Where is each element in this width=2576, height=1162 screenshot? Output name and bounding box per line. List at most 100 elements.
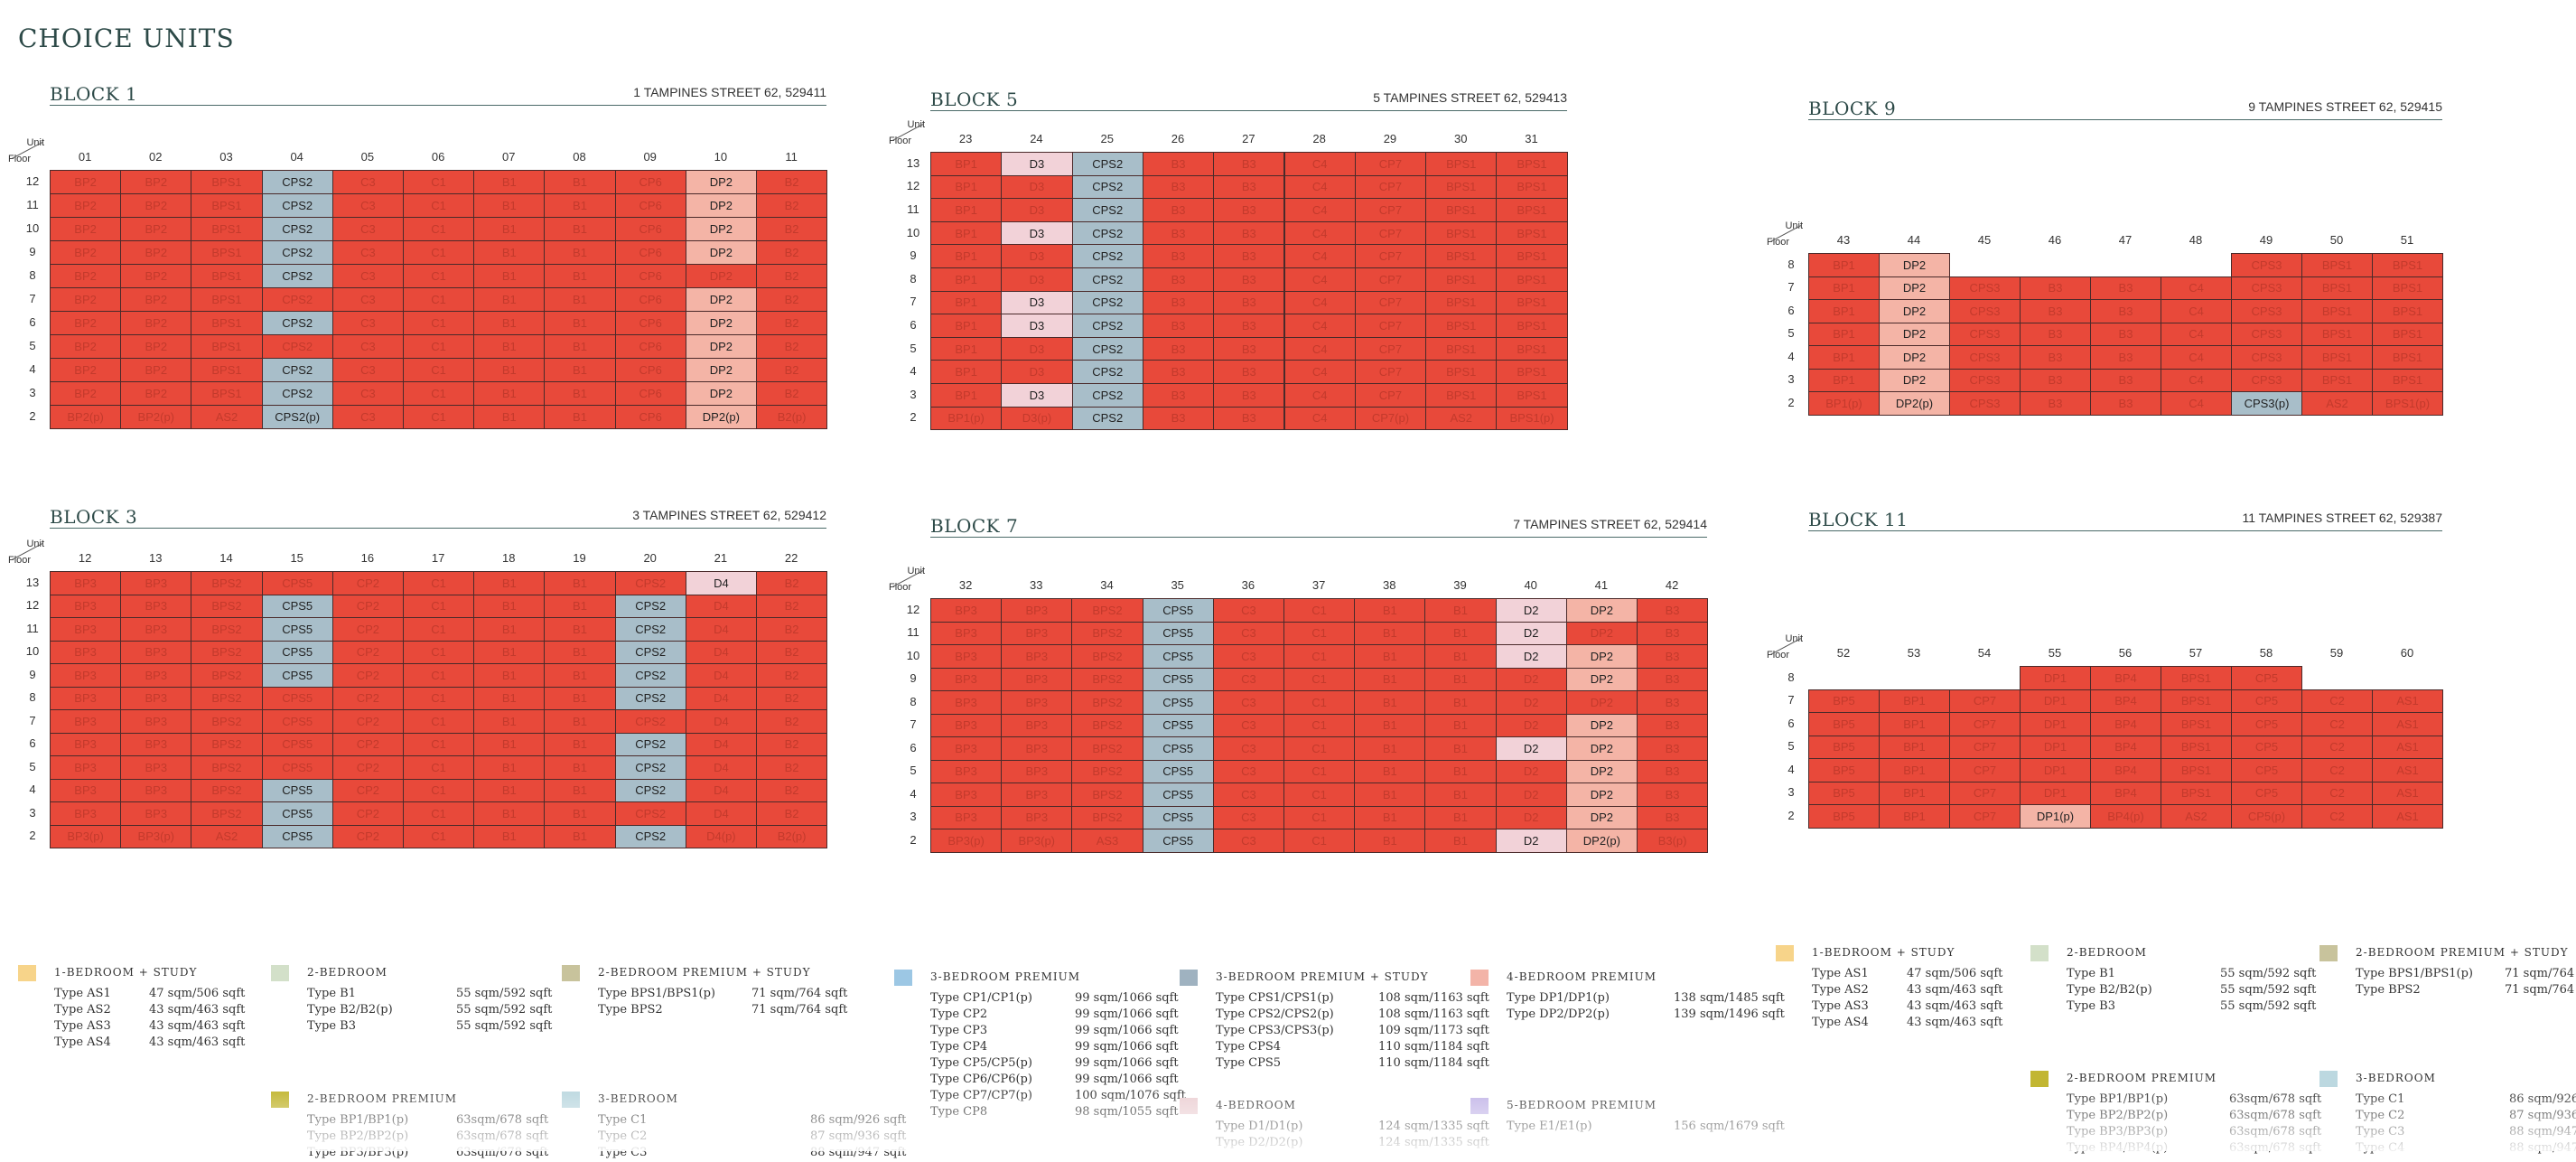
sold-unit-cell[interactable]: BP3 (120, 663, 192, 688)
sold-unit-cell[interactable]: BP4 (2090, 689, 2161, 713)
sold-unit-cell[interactable]: BPS2 (1071, 598, 1143, 623)
sold-unit-cell[interactable]: AS1 (2372, 758, 2443, 782)
available-unit-cell[interactable]: CPS5 (261, 824, 333, 848)
sold-unit-cell[interactable]: B2 (756, 640, 828, 664)
sold-unit-cell[interactable]: B2 (756, 709, 828, 734)
sold-unit-cell[interactable]: BPS1 (1425, 336, 1498, 361)
sold-unit-cell[interactable]: C2 (2301, 712, 2373, 736)
sold-unit-cell[interactable]: B1 (473, 824, 546, 848)
sold-unit-cell[interactable]: BP3 (930, 759, 1003, 783)
sold-unit-cell[interactable]: BP1 (1879, 781, 1950, 805)
sold-unit-cell[interactable]: B1 (544, 405, 616, 429)
sold-unit-cell[interactable]: B1 (1354, 621, 1426, 645)
sold-unit-cell[interactable]: CPS3 (1949, 391, 2021, 416)
available-unit-cell[interactable]: DP2 (1565, 644, 1638, 669)
sold-unit-cell[interactable]: C4 (1283, 244, 1356, 268)
sold-unit-cell[interactable]: BPS1 (2372, 276, 2443, 300)
available-unit-cell[interactable]: CPS5 (1142, 690, 1214, 715)
sold-unit-cell[interactable]: C4 (1283, 267, 1356, 292)
sold-unit-cell[interactable]: C1 (403, 640, 475, 664)
sold-unit-cell[interactable]: CP2 (331, 801, 404, 826)
sold-unit-cell[interactable]: C2 (2301, 758, 2373, 782)
sold-unit-cell[interactable]: BPS1 (2161, 758, 2232, 782)
available-unit-cell[interactable]: CPS2 (261, 358, 333, 382)
available-unit-cell[interactable]: CPS5 (1142, 805, 1214, 829)
sold-unit-cell[interactable]: B3 (1213, 174, 1285, 200)
sold-unit-cell[interactable]: BP3 (50, 755, 122, 780)
sold-unit-cell[interactable]: B1 (1424, 782, 1497, 807)
sold-unit-cell[interactable]: C4 (1283, 290, 1356, 315)
sold-unit-cell[interactable]: B3 (1142, 244, 1215, 268)
sold-unit-cell[interactable]: C1 (403, 405, 475, 429)
available-unit-cell[interactable]: DP2 (1565, 667, 1638, 691)
sold-unit-cell[interactable]: B1 (1354, 667, 1426, 691)
sold-unit-cell[interactable]: BP3 (50, 778, 122, 802)
sold-unit-cell[interactable]: BPS1 (1496, 152, 1568, 176)
sold-unit-cell[interactable]: B1 (1424, 805, 1497, 829)
sold-unit-cell[interactable]: BPS1 (1496, 220, 1568, 246)
sold-unit-cell[interactable]: BP3(p) (120, 824, 192, 848)
sold-unit-cell[interactable]: CPS5 (261, 732, 333, 756)
sold-unit-cell[interactable]: BPS1 (191, 170, 263, 194)
available-unit-cell[interactable]: D2 (1495, 736, 1567, 761)
sold-unit-cell[interactable]: B2 (756, 594, 828, 618)
sold-unit-cell[interactable]: B1 (1354, 829, 1426, 853)
sold-unit-cell[interactable]: B3 (2020, 322, 2091, 346)
sold-unit-cell[interactable]: B3 (1142, 152, 1215, 176)
sold-unit-cell[interactable]: AS1 (2372, 689, 2443, 713)
sold-unit-cell[interactable]: D4 (685, 594, 757, 618)
sold-unit-cell[interactable]: BP1 (930, 383, 1003, 408)
sold-unit-cell[interactable]: BP2 (120, 287, 192, 312)
sold-unit-cell[interactable]: BP5 (1808, 689, 1880, 713)
available-unit-cell[interactable]: CPS5 (1142, 736, 1214, 761)
sold-unit-cell[interactable]: D4 (685, 732, 757, 756)
sold-unit-cell[interactable]: BP2 (50, 170, 122, 194)
sold-unit-cell[interactable]: CPS3 (2231, 253, 2302, 277)
sold-unit-cell[interactable]: BPS2 (1071, 690, 1143, 715)
sold-unit-cell[interactable]: CPS5 (261, 571, 333, 595)
sold-unit-cell[interactable]: BPS1 (191, 287, 263, 312)
sold-unit-cell[interactable]: BP3 (120, 778, 192, 802)
sold-unit-cell[interactable]: B1 (473, 217, 546, 241)
sold-unit-cell[interactable]: BP3 (930, 713, 1003, 737)
sold-unit-cell[interactable]: C3 (1212, 805, 1284, 829)
sold-unit-cell[interactable]: BP2 (120, 358, 192, 382)
sold-unit-cell[interactable]: CPS3 (1949, 299, 2021, 323)
sold-unit-cell[interactable]: B3 (1637, 598, 1709, 623)
sold-unit-cell[interactable]: BP3 (120, 801, 192, 826)
sold-unit-cell[interactable]: B1 (473, 640, 546, 664)
available-unit-cell[interactable]: CPS2 (614, 824, 686, 848)
sold-unit-cell[interactable]: BPS1 (1425, 314, 1498, 338)
sold-unit-cell[interactable]: CP5 (2231, 666, 2302, 690)
sold-unit-cell[interactable]: CP5 (2231, 689, 2302, 713)
sold-unit-cell[interactable]: B1 (473, 358, 546, 382)
sold-unit-cell[interactable]: BPS2 (191, 801, 263, 826)
sold-unit-cell[interactable]: B1 (473, 801, 546, 826)
sold-unit-cell[interactable]: B2 (756, 663, 828, 688)
sold-unit-cell[interactable]: BPS1 (1496, 198, 1568, 222)
available-unit-cell[interactable]: DP2 (1565, 736, 1638, 761)
sold-unit-cell[interactable]: BP3 (50, 571, 122, 595)
sold-unit-cell[interactable]: B3 (1637, 713, 1709, 737)
sold-unit-cell[interactable]: B1 (473, 755, 546, 780)
sold-unit-cell[interactable]: BP5 (1808, 712, 1880, 736)
available-unit-cell[interactable]: CPS5 (261, 778, 333, 802)
sold-unit-cell[interactable]: BP2 (120, 264, 192, 288)
sold-unit-cell[interactable]: BPS1 (1425, 360, 1498, 384)
sold-unit-cell[interactable]: DP2 (685, 264, 757, 288)
sold-unit-cell[interactable]: BP3 (120, 732, 192, 756)
sold-unit-cell[interactable]: BPS1 (1425, 198, 1498, 222)
available-unit-cell[interactable]: CPS2 (614, 755, 686, 780)
available-unit-cell[interactable]: CPS5 (1142, 644, 1214, 669)
sold-unit-cell[interactable]: D3 (1001, 244, 1073, 268)
sold-unit-cell[interactable]: B1 (544, 594, 616, 618)
sold-unit-cell[interactable]: B1 (1424, 736, 1497, 761)
sold-unit-cell[interactable]: B1 (544, 824, 616, 848)
sold-unit-cell[interactable]: BP1 (1879, 758, 1950, 782)
sold-unit-cell[interactable]: B1 (544, 640, 616, 664)
sold-unit-cell[interactable]: B2 (756, 732, 828, 756)
available-unit-cell[interactable]: DP2 (685, 217, 757, 241)
sold-unit-cell[interactable]: CP7 (1949, 735, 2021, 759)
sold-unit-cell[interactable]: BP1(p) (930, 406, 1003, 431)
sold-unit-cell[interactable]: B3 (1213, 406, 1285, 431)
